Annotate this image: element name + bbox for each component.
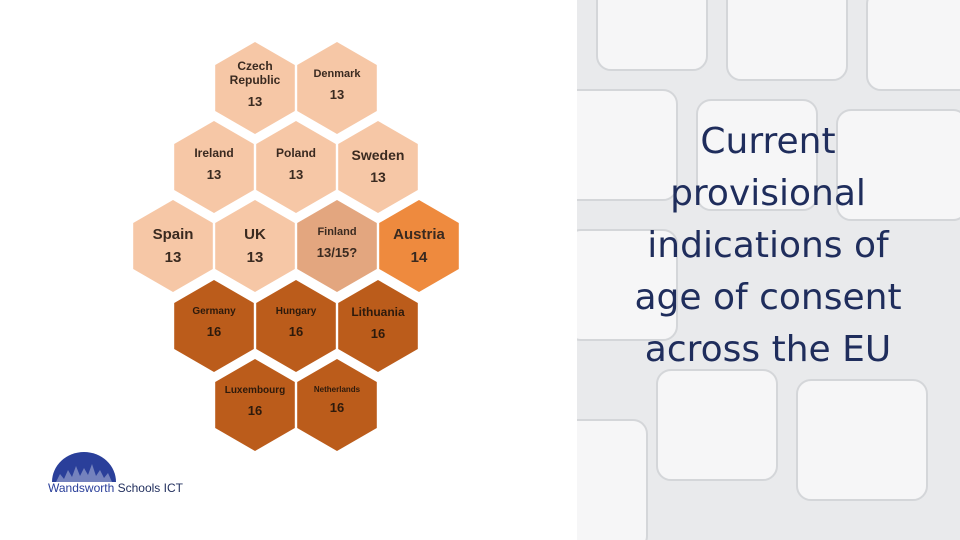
hex-text: Netherlands 16 — [301, 385, 373, 415]
hex — [379, 200, 459, 292]
hex — [174, 121, 254, 213]
country-label: Sweden — [351, 147, 405, 163]
country-label: Czech Republic — [229, 59, 281, 87]
hex-text: Ireland 13 — [178, 146, 250, 182]
hex-text: Poland 13 — [260, 146, 332, 182]
hex-text: Denmark 13 — [301, 68, 373, 102]
hex — [215, 42, 295, 134]
age-value: 13 — [370, 169, 386, 186]
country-label: Netherlands — [313, 385, 361, 394]
title-line: indications of — [647, 225, 889, 266]
hex-text: UK 13 — [219, 226, 291, 266]
hex — [174, 280, 254, 372]
hex — [133, 200, 213, 292]
hex-text: Finland 13/15? — [301, 226, 373, 260]
country-label: Lithuania — [351, 305, 405, 319]
age-value: 16 — [288, 323, 304, 339]
hex — [338, 121, 418, 213]
age-value: 13 — [164, 249, 182, 267]
age-value: 16 — [370, 325, 386, 341]
hex — [215, 359, 295, 451]
country-label: Hungary — [275, 306, 317, 317]
hex — [256, 280, 336, 372]
age-value: 16 — [247, 402, 263, 418]
title-line: Current — [700, 121, 836, 162]
hex-text: Hungary 16 — [260, 306, 332, 339]
country-label: Poland — [275, 146, 316, 160]
title-line: age of consent — [634, 277, 902, 318]
age-value: 13 — [247, 93, 263, 109]
age-value: 16 — [206, 323, 222, 339]
country-label: Ireland — [194, 146, 234, 160]
title-line: across the EU — [644, 329, 892, 370]
country-label: Denmark — [313, 68, 361, 80]
hex — [297, 42, 377, 134]
age-value: 14 — [410, 249, 428, 267]
country-label: Spain — [152, 226, 194, 243]
age-value: 13 — [288, 166, 304, 182]
keyboard-background — [577, 0, 960, 540]
age-value: 13 — [329, 86, 345, 102]
hex — [338, 280, 418, 372]
hex — [297, 200, 377, 292]
hex-text: Austria 14 — [383, 226, 455, 266]
age-value: 13 — [246, 249, 264, 267]
country-label: Germany — [192, 306, 236, 317]
hex-text: Spain 13 — [137, 226, 209, 266]
hex — [297, 359, 377, 451]
hex — [215, 200, 295, 292]
hex-text: Czech Republic 13 — [219, 59, 291, 109]
country-label: UK — [244, 226, 266, 243]
logo-suffix: Schools ICT — [117, 481, 183, 495]
hex-grid — [133, 42, 459, 451]
logo-mark — [52, 452, 116, 482]
slide-title: Current provisional indications of age of c… — [600, 116, 936, 376]
country-label: Finland — [317, 226, 357, 238]
hex-text: Luxembourg 16 — [219, 385, 291, 418]
hex-text: Sweden 13 — [342, 147, 414, 185]
logo-text: Wandsworth Schools ICT — [48, 481, 183, 495]
age-value: 16 — [329, 400, 345, 416]
country-label: Luxembourg — [224, 385, 286, 396]
logo-name: Wandsworth — [48, 481, 115, 495]
hex-text: Germany 16 — [178, 306, 250, 339]
country-label: Austria — [393, 226, 445, 243]
age-value: 13/15? — [316, 244, 358, 260]
title-line: provisional — [670, 173, 866, 214]
hex-text: Lithuania 16 — [342, 305, 414, 341]
age-value: 13 — [206, 166, 222, 182]
hex — [256, 121, 336, 213]
